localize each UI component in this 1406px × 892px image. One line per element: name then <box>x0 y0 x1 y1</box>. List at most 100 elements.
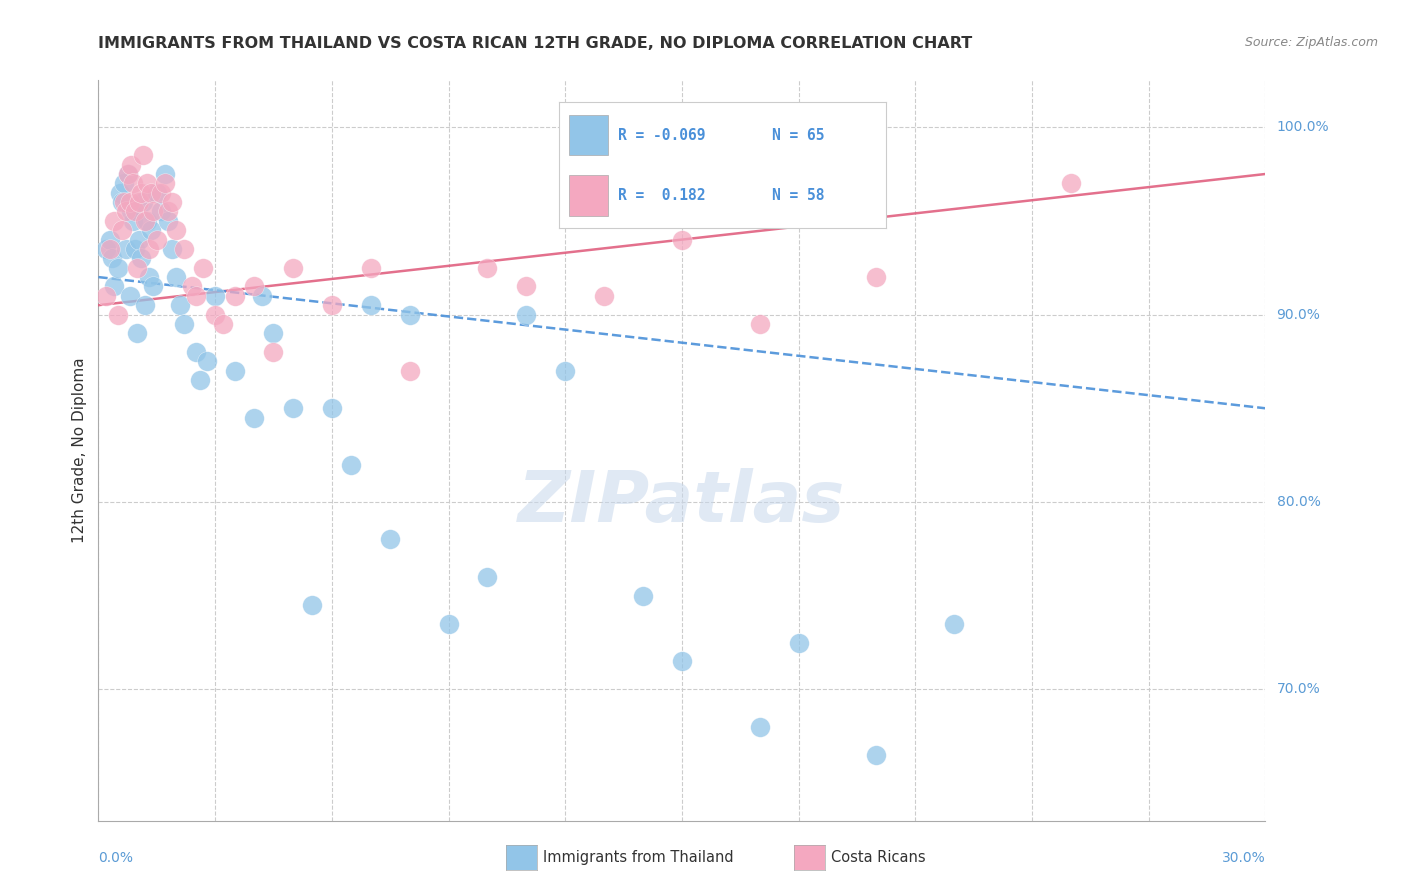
Point <box>162 242 184 256</box>
Point <box>128 233 150 247</box>
Point <box>149 186 172 200</box>
Point <box>98 242 121 256</box>
Point <box>865 270 887 285</box>
Point <box>107 260 129 275</box>
Point <box>301 598 323 612</box>
Point <box>380 533 402 547</box>
Point <box>117 167 139 181</box>
Point <box>101 252 124 266</box>
Point <box>138 242 160 256</box>
Point <box>173 317 195 331</box>
Point <box>631 589 654 603</box>
Point <box>195 354 218 368</box>
Point <box>96 289 118 303</box>
Point <box>114 242 136 256</box>
Point <box>184 345 207 359</box>
Text: 30.0%: 30.0% <box>1222 851 1265 865</box>
Point <box>107 308 129 322</box>
Point <box>117 167 139 181</box>
Point <box>943 616 966 631</box>
Point <box>865 747 887 762</box>
Text: 100.0%: 100.0% <box>1277 120 1329 134</box>
Point <box>146 186 169 200</box>
Point <box>671 654 693 668</box>
Point <box>321 401 343 416</box>
Point <box>103 279 125 293</box>
Point <box>124 242 146 256</box>
Point <box>132 195 155 210</box>
Point <box>204 289 226 303</box>
Point <box>262 345 284 359</box>
Point <box>165 270 187 285</box>
Point <box>204 308 226 322</box>
Point <box>111 195 134 210</box>
Point <box>477 260 499 275</box>
Point <box>134 298 156 312</box>
Point <box>360 298 382 312</box>
Point <box>212 317 235 331</box>
Point <box>1060 177 1083 191</box>
Text: IMMIGRANTS FROM THAILAND VS COSTA RICAN 12TH GRADE, NO DIPLOMA CORRELATION CHART: IMMIGRANTS FROM THAILAND VS COSTA RICAN … <box>98 36 973 51</box>
Point <box>136 177 159 191</box>
Point <box>340 458 363 472</box>
Point <box>188 373 211 387</box>
Point <box>515 279 537 293</box>
Point <box>281 260 304 275</box>
Point <box>748 317 770 331</box>
Point <box>112 195 135 210</box>
Text: Costa Ricans: Costa Ricans <box>831 850 925 864</box>
Point <box>128 195 150 210</box>
Point <box>515 308 537 322</box>
Point <box>593 289 616 303</box>
Point <box>121 158 143 172</box>
Point <box>184 289 207 303</box>
Point <box>787 635 810 649</box>
Point <box>98 233 121 247</box>
Point <box>121 204 143 219</box>
Point <box>748 720 770 734</box>
Point <box>136 214 159 228</box>
Text: 90.0%: 90.0% <box>1277 308 1320 322</box>
Point <box>262 326 284 341</box>
Point <box>157 214 180 228</box>
Point <box>153 167 176 181</box>
Point <box>139 186 162 200</box>
Point <box>398 364 420 378</box>
Point <box>134 214 156 228</box>
Point <box>157 204 180 219</box>
Point <box>112 177 135 191</box>
Point <box>127 260 149 275</box>
Point <box>129 252 152 266</box>
Point <box>124 204 146 219</box>
Point <box>146 233 169 247</box>
Text: 0.0%: 0.0% <box>98 851 134 865</box>
Point <box>477 570 499 584</box>
Text: Immigrants from Thailand: Immigrants from Thailand <box>543 850 734 864</box>
Point <box>250 289 273 303</box>
Text: 70.0%: 70.0% <box>1277 682 1320 697</box>
Y-axis label: 12th Grade, No Diploma: 12th Grade, No Diploma <box>72 358 87 543</box>
Point <box>398 308 420 322</box>
Point <box>96 242 118 256</box>
Point <box>138 270 160 285</box>
Point <box>127 326 149 341</box>
Point <box>142 279 165 293</box>
Point <box>142 204 165 219</box>
Point <box>554 364 576 378</box>
Point <box>173 242 195 256</box>
Point <box>149 204 172 219</box>
Point <box>118 195 141 210</box>
Text: Source: ZipAtlas.com: Source: ZipAtlas.com <box>1244 36 1378 49</box>
Text: ZIPatlas: ZIPatlas <box>519 467 845 537</box>
Point <box>224 289 246 303</box>
Point <box>224 364 246 378</box>
Point <box>114 204 136 219</box>
Point <box>118 289 141 303</box>
Point <box>111 223 134 237</box>
Point <box>108 186 131 200</box>
Point <box>122 177 145 191</box>
Point <box>103 214 125 228</box>
Point <box>243 279 266 293</box>
Point <box>437 616 460 631</box>
Point <box>165 223 187 237</box>
